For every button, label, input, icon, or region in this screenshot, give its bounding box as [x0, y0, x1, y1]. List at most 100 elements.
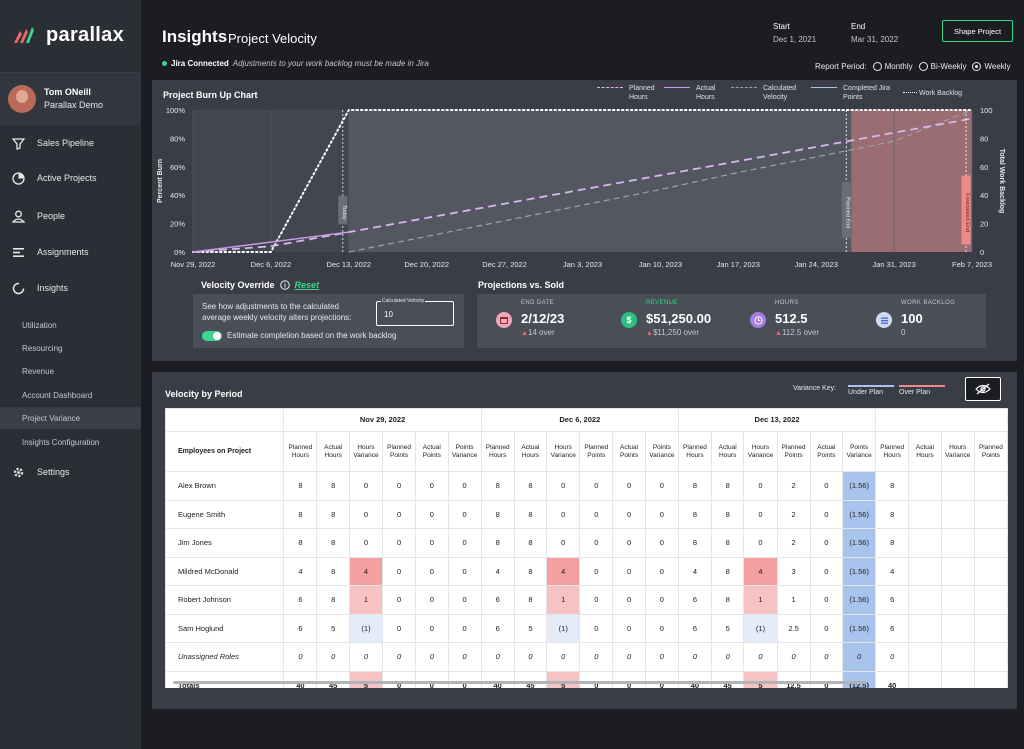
projections-box: END DATE 2/12/23 ▲14 over $ REVENUE $51,… [477, 294, 986, 348]
info-icon[interactable] [279, 280, 290, 290]
end-label: End [851, 22, 866, 31]
table-cell [973, 642, 1008, 672]
card-label: END DATE [521, 300, 555, 306]
table-cell: 0 [447, 585, 482, 615]
table-cell: 0 [644, 528, 679, 558]
table-row[interactable]: Eugene Smith 8 8 0 0 0 0 8 8 0 0 0 0 8 8 0 2 0 (1.56) 8 [165, 499, 1008, 529]
x-tick-label: Dec 27, 2022 [482, 260, 527, 269]
card-sub: ▲112.5 over [775, 328, 819, 337]
table-cell: 0 [480, 642, 515, 672]
table-cell: 0 [415, 642, 449, 672]
hide-button[interactable] [965, 377, 1001, 401]
employee-name: Robert Johnson [165, 585, 285, 615]
up-arrow-icon: ▲ [775, 330, 782, 337]
table-cell: (1.56) [842, 556, 877, 586]
shape-project-button[interactable]: Shape Project [942, 20, 1013, 42]
table-cell: 0 [579, 499, 614, 529]
dollar-icon: $ [621, 312, 637, 328]
variance-key-label: Variance Key: [793, 385, 837, 392]
report-period-label: Report Period: [815, 62, 867, 71]
radio-weekly[interactable]: Weekly [972, 62, 1011, 71]
table-cell: 0 [579, 585, 614, 615]
user-profile[interactable]: Tom ONeill Parallax Demo [0, 73, 141, 125]
table-cell: 0 [447, 613, 482, 643]
subnav-resourcing[interactable]: Resourcing [22, 343, 63, 353]
calculated-velocity-value[interactable]: 10 [384, 310, 393, 319]
today-marker-label: Today [341, 205, 347, 220]
subnav-project-variance[interactable]: Project Variance [0, 407, 141, 429]
velocity-by-period-panel: Velocity by Period Variance Key: Under P… [152, 372, 1017, 709]
employee-name: Eugene Smith [165, 499, 285, 529]
table-row[interactable]: Sam Hoglund 6 5 (1) 0 0 0 6 5 (1) 0 0 0 6 5 (1) 2.5 0 (1.5… [165, 613, 1008, 643]
under-plan-key: Under Plan [848, 385, 894, 396]
logo[interactable]: parallax [12, 24, 124, 47]
planned-end-marker-label: Planned End [844, 197, 850, 229]
table-cell: 0 [644, 471, 679, 501]
legend-completed-jira-points: Completed Jira Points [811, 84, 893, 102]
legend-swatch [664, 87, 690, 88]
table-row[interactable]: Mildred McDonald 4 8 4 0 0 0 4 8 4 0 0 0 4 8 4 3 0 (1.56) 4 [165, 556, 1008, 586]
nav-active-projects[interactable]: Active Projects [0, 161, 141, 195]
subnav-revenue[interactable]: Revenue [22, 366, 55, 376]
velocity-table-wrapper[interactable]: Nov 29, 2022 Dec 6, 2022 Dec 13, 2022 Emplo… [165, 408, 1008, 688]
nav-label: Active Projects [37, 173, 97, 183]
table-row[interactable]: Robert Johnson 6 8 1 0 0 0 6 8 1 0 0 0 6 8 1 1 0 (1.56) 6 [165, 585, 1008, 615]
start-date: Start Dec 1, 2021 [773, 22, 816, 44]
table-cell: 0 [382, 499, 417, 529]
chart-title: Project Burn Up Chart [163, 90, 258, 100]
nav-settings[interactable]: Settings [0, 455, 141, 489]
table-cell: 40 [283, 670, 318, 688]
radio-monthly[interactable]: Monthly [872, 62, 913, 71]
x-tick-label: Jan 17, 2023 [717, 260, 760, 269]
table-cell: 0 [415, 585, 449, 615]
table-cell: 8 [316, 556, 350, 586]
table-cell: 4 [480, 556, 515, 586]
table-row[interactable]: Alex Brown 8 8 0 0 0 0 8 8 0 0 0 0 8 8 0 2 0 (1.56) 8 [165, 471, 1008, 501]
table-cell: 8 [677, 528, 712, 558]
subnav-utilization[interactable]: Utilization [22, 320, 57, 330]
report-period: Report Period: Monthly Bi-Weekly Weekly [815, 62, 1011, 71]
table-cell: 8 [875, 499, 910, 529]
jira-status: Jira Connected Adjustments to your work … [162, 59, 429, 68]
horizontal-scrollbar[interactable] [173, 681, 866, 684]
table-row[interactable]: Totals 40 45 5 0 0 0 40 45 5 0 0 0 40 45 5 12.5 0 (12.5) 40 [165, 670, 1008, 688]
table-cell: 5 [316, 613, 350, 643]
table-cell [940, 528, 975, 558]
table-cell: 8 [710, 499, 745, 529]
variance-key: Variance Key: Under Plan Over Plan [793, 385, 945, 396]
legend-swatch [597, 87, 623, 88]
table-row[interactable]: Jim Jones 8 8 0 0 0 0 8 8 0 0 0 0 8 8 0 2 0 (1.56) 8 [165, 528, 1008, 558]
table-cell: 0 [382, 670, 417, 688]
nav-people[interactable]: People [0, 199, 141, 233]
y2-tick-label: 80 [980, 134, 988, 143]
nav-sales-pipeline[interactable]: Sales Pipeline [0, 126, 141, 160]
table-cell: 0 [743, 471, 778, 501]
table-cell: 0 [644, 613, 679, 643]
list-icon [13, 247, 24, 257]
velocity-override-title: Velocity Override Reset [201, 280, 319, 290]
burn-up-chart: 0% 20% 40% 60% 80% 100% 0 20 40 60 80 100 Nov 29, 20… [157, 106, 1005, 269]
calculated-velocity-field[interactable]: Calculated Velocity 10 [376, 298, 454, 326]
subnav-insights-configuration[interactable]: Insights Configuration [22, 437, 100, 447]
subnav-account-dashboard[interactable]: Account Dashboard [22, 390, 93, 400]
table-row[interactable]: Unassigned Roles 0 0 0 0 0 0 0 0 0 0 0 0 0 0 0 0 0 0 0 [165, 642, 1008, 672]
radio-bi-weekly[interactable]: Bi-Weekly [918, 62, 966, 71]
table-cell: 6 [875, 585, 910, 615]
series-planned-hours [192, 117, 973, 253]
reset-link[interactable]: Reset [294, 280, 320, 290]
table-cell: 0 [743, 499, 778, 529]
nav-assignments[interactable]: Assignments [0, 235, 141, 269]
parallax-logo-icon [14, 26, 34, 43]
table-cell: 6 [283, 585, 318, 615]
table-cell: 1 [546, 585, 581, 615]
legend-swatch [903, 92, 917, 93]
card-value: $51,250.00 [646, 311, 712, 326]
x-tick-label: Dec 20, 2022 [404, 260, 449, 269]
table-cell: (1.56) [842, 528, 877, 558]
employee-name: Mildred McDonald [165, 556, 285, 586]
table-cell [973, 670, 1008, 688]
nav-insights[interactable]: Insights [0, 271, 141, 305]
estimate-toggle[interactable] [202, 331, 222, 341]
person-icon [12, 210, 25, 223]
period-header: Dec 13, 2022 [677, 408, 877, 432]
